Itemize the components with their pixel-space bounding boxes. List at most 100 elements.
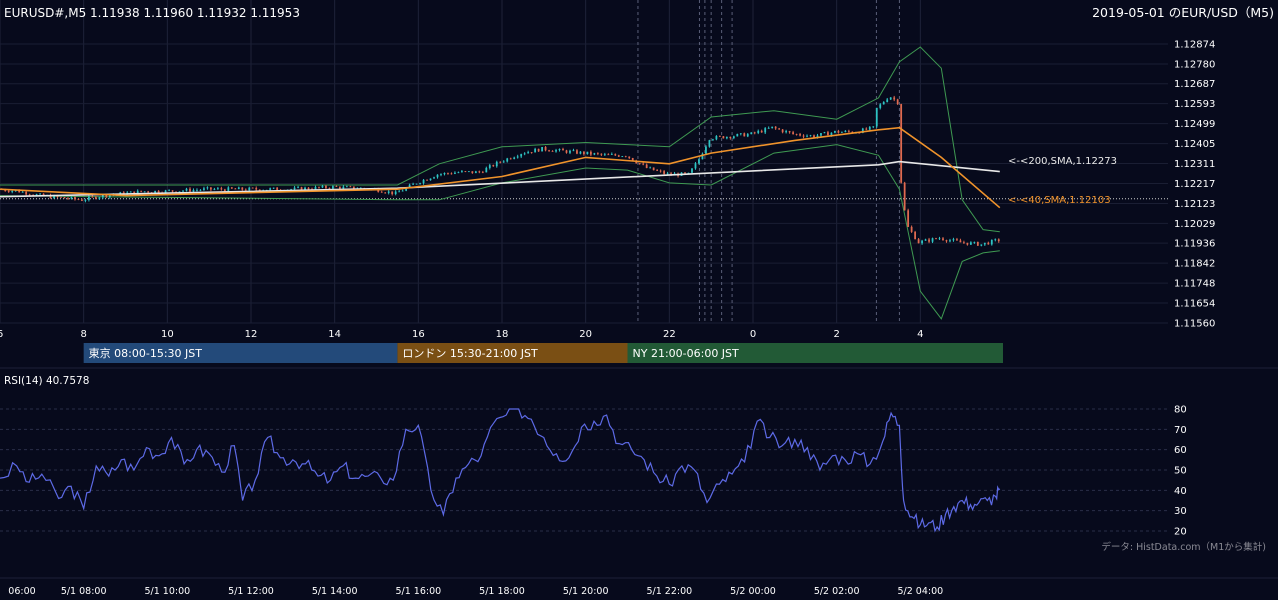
price-tick-label: 1.12874 <box>1174 40 1215 51</box>
candle-body <box>600 153 603 155</box>
candle-body <box>398 191 401 193</box>
rsi-axis: 80 70 60 50 40 30 20 <box>1174 405 1187 538</box>
candle-body <box>806 135 808 137</box>
candle-body <box>450 173 453 175</box>
candle-body <box>248 187 251 191</box>
candle-body <box>203 188 205 190</box>
price-tick-label: 1.12499 <box>1174 119 1215 130</box>
candle-body <box>98 197 101 199</box>
candle-body <box>419 183 421 184</box>
candle-body <box>980 244 983 246</box>
rsi-tick-label: 80 <box>1174 405 1187 416</box>
date-tick-label: 5/1 14:00 <box>312 586 358 597</box>
hour-tick-label: 14 <box>328 329 341 340</box>
candle-body <box>276 187 279 191</box>
candle-body <box>694 163 697 169</box>
rsi-tick-label: 20 <box>1174 527 1187 538</box>
bollinger-lower <box>0 144 1000 320</box>
date-axis: 06:00 5/1 08:00 5/1 10:00 5/1 12:00 5/1 14:0… <box>0 577 1278 597</box>
sma40-label: <-<40,SMA,1.12103 <box>1008 195 1111 206</box>
candle-body <box>338 186 341 189</box>
price-tick-label: 1.12405 <box>1174 139 1215 150</box>
candle-body <box>809 135 812 137</box>
date-tick-label: 5/2 04:00 <box>897 586 943 597</box>
candle-body <box>736 134 739 137</box>
candle-body <box>889 97 892 100</box>
candle-body <box>628 156 631 158</box>
candle-body <box>687 172 690 174</box>
candle-body <box>830 132 833 136</box>
candle-body <box>21 191 24 193</box>
candle-body <box>795 134 798 135</box>
candle-body <box>506 158 509 162</box>
candle-body <box>269 188 272 190</box>
candle-body <box>583 151 585 155</box>
candle-body <box>318 186 320 188</box>
candle-body <box>827 132 829 136</box>
candle-body <box>11 190 14 192</box>
candle-body <box>579 151 582 154</box>
candle-body <box>732 136 735 139</box>
candle-body <box>705 146 707 154</box>
candle-body <box>670 173 672 175</box>
sma200-line <box>0 160 1000 198</box>
candle-body <box>886 99 889 103</box>
candle-body <box>739 133 742 135</box>
candle-body <box>35 194 38 196</box>
candle-body <box>415 183 418 185</box>
candle-body <box>412 183 415 185</box>
rsi-tick-label: 60 <box>1174 445 1187 456</box>
candle-body <box>722 136 725 139</box>
candle-body <box>408 184 411 188</box>
date-tick-label: 5/1 18:00 <box>479 586 525 597</box>
candle-body <box>478 171 481 173</box>
sma200-label: <-<200,SMA,1.12273 <box>1008 156 1117 167</box>
date-tick-label: 06:00 <box>8 586 35 597</box>
hour-tick-label: 4 <box>917 329 923 340</box>
candle-body <box>715 136 718 140</box>
candle-body <box>882 102 885 105</box>
candle-body <box>802 135 805 137</box>
hour-tick-label: 22 <box>663 329 676 340</box>
candle-body <box>39 193 41 195</box>
candle-body <box>541 146 543 152</box>
hour-tick-label: 6 <box>0 329 3 340</box>
candle-body <box>509 158 512 160</box>
candle-body <box>990 239 993 245</box>
candle-body <box>133 191 136 195</box>
candle-body <box>471 171 474 174</box>
date-tick-label: 5/2 00:00 <box>730 586 776 597</box>
candle-body <box>485 167 488 173</box>
candle-body <box>429 178 432 181</box>
candle-body <box>394 191 397 195</box>
candle-body <box>569 150 571 153</box>
candle-body <box>405 187 408 191</box>
session-block <box>627 343 1003 363</box>
candle-body <box>973 241 976 243</box>
candle-body <box>527 152 530 154</box>
candle-body <box>335 186 338 187</box>
candle-body <box>938 238 941 240</box>
candle-body <box>447 173 449 174</box>
candle-body <box>192 189 195 192</box>
candle-body <box>562 148 564 151</box>
candle-body <box>171 190 174 192</box>
candle-body <box>227 187 230 191</box>
candle-body <box>290 189 292 191</box>
hour-tick-label: 12 <box>245 329 258 340</box>
rsi-tick-label: 50 <box>1174 466 1187 477</box>
candle-body <box>436 174 439 178</box>
candle-body <box>555 150 557 152</box>
candle-body <box>168 190 170 192</box>
candle-body <box>701 153 704 160</box>
candle-body <box>230 187 233 189</box>
candle-body <box>94 196 97 199</box>
bollinger-upper <box>0 46 1000 233</box>
candle-body <box>718 136 721 137</box>
candle-body <box>101 194 104 198</box>
candle-body <box>349 186 352 188</box>
candle-body <box>210 187 212 190</box>
candle-body <box>663 171 666 174</box>
price-tick-label: 1.11748 <box>1174 279 1215 290</box>
